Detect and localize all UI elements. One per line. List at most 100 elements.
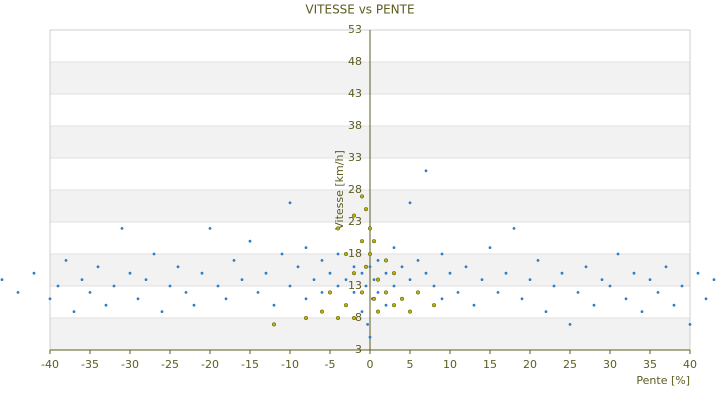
point xyxy=(624,297,628,301)
point xyxy=(576,291,580,294)
point xyxy=(304,246,308,250)
point xyxy=(16,291,20,294)
point xyxy=(608,284,612,288)
point xyxy=(224,297,228,301)
point xyxy=(399,296,405,301)
point xyxy=(372,278,376,281)
point xyxy=(391,271,397,276)
point xyxy=(96,265,100,269)
point xyxy=(480,278,484,281)
point xyxy=(288,201,292,205)
point xyxy=(383,258,389,263)
x-tick-label: -40 xyxy=(41,358,59,371)
point xyxy=(32,271,36,275)
point xyxy=(192,303,196,307)
point xyxy=(288,284,292,288)
point xyxy=(384,271,388,275)
y-tick-label: 13 xyxy=(348,279,362,292)
point xyxy=(392,246,396,250)
point xyxy=(352,291,356,294)
point xyxy=(712,278,716,281)
x-tick-label: 5 xyxy=(407,358,414,371)
point xyxy=(360,271,364,275)
point xyxy=(440,297,444,301)
point xyxy=(272,303,276,307)
point xyxy=(0,278,4,281)
point xyxy=(424,169,428,173)
point xyxy=(364,284,368,288)
point xyxy=(440,252,444,256)
x-tick-label: -30 xyxy=(121,358,139,371)
point xyxy=(168,284,172,288)
point xyxy=(432,284,436,288)
x-tick-label: -5 xyxy=(325,358,336,371)
point xyxy=(368,335,372,339)
point xyxy=(312,278,316,281)
point xyxy=(375,309,381,314)
y-tick-label: 18 xyxy=(348,247,362,260)
point xyxy=(264,271,268,275)
point xyxy=(200,271,204,275)
point xyxy=(160,310,164,313)
point xyxy=(376,291,380,294)
point xyxy=(351,271,357,276)
x-tick-label: 25 xyxy=(563,358,577,371)
point xyxy=(343,251,349,257)
point xyxy=(368,265,372,269)
point xyxy=(408,201,412,205)
point xyxy=(120,227,124,230)
y-tick-label: 43 xyxy=(348,87,362,100)
y-tick-label: 38 xyxy=(348,119,362,132)
point xyxy=(88,291,92,294)
point xyxy=(408,278,412,281)
point xyxy=(216,284,220,288)
point xyxy=(363,207,369,212)
y-tick-label: 48 xyxy=(348,55,362,68)
point xyxy=(536,259,540,262)
point xyxy=(80,278,84,281)
point xyxy=(680,284,684,288)
point xyxy=(528,278,532,281)
point xyxy=(136,297,140,301)
point xyxy=(488,246,492,250)
y-tick-label: 23 xyxy=(348,215,362,228)
point xyxy=(72,310,76,313)
point xyxy=(363,264,369,269)
point xyxy=(512,227,516,230)
point xyxy=(456,291,460,294)
point xyxy=(327,290,333,295)
point xyxy=(367,251,373,257)
x-tick-label: 10 xyxy=(443,358,457,371)
x-axis-title: Pente [%] xyxy=(636,374,690,387)
point xyxy=(112,284,116,288)
point xyxy=(520,297,524,301)
point xyxy=(400,265,404,269)
point xyxy=(592,303,596,307)
point xyxy=(351,213,357,218)
point xyxy=(64,259,68,262)
point xyxy=(464,265,468,269)
x-tick-label: 35 xyxy=(643,358,657,371)
point xyxy=(352,265,356,269)
point xyxy=(56,284,60,288)
point xyxy=(616,252,620,256)
point xyxy=(568,323,572,326)
point xyxy=(240,278,244,281)
point xyxy=(208,227,212,230)
point xyxy=(248,239,252,243)
point xyxy=(416,259,420,262)
point xyxy=(256,291,260,294)
point xyxy=(303,315,309,321)
point xyxy=(375,277,381,282)
x-tick-label: 30 xyxy=(603,358,617,371)
point xyxy=(335,315,341,321)
point xyxy=(320,259,324,262)
point xyxy=(280,252,284,256)
point xyxy=(343,303,349,308)
point xyxy=(335,226,341,231)
point xyxy=(472,303,476,307)
point xyxy=(360,310,364,313)
point xyxy=(367,226,373,231)
point xyxy=(696,271,700,275)
